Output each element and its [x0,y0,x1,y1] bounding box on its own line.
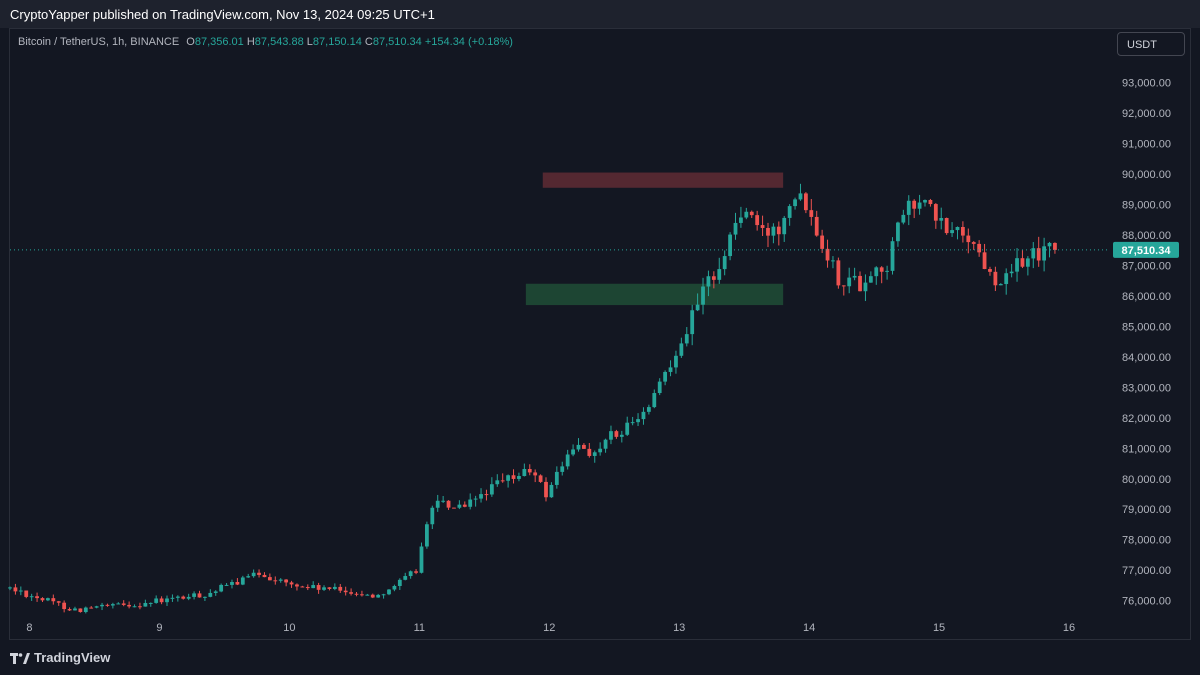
symbol-label: Bitcoin / TetherUS, 1h, BINANCE [18,36,180,48]
publisher-header: CryptoYapper published on TradingView.co… [0,0,1200,28]
tradingview-logo: TradingView [10,650,110,665]
currency-button[interactable]: USDT [1117,32,1185,56]
change-value: +154.34 (+0.18%) [424,36,513,48]
chart-frame [9,28,1191,640]
tradingview-logo-icon [10,652,30,664]
open-value: 87,356.01 [194,36,244,48]
footer [0,641,1200,675]
tradingview-brand: TradingView [34,650,111,665]
open-label: O [186,36,195,48]
close-value: 87,510.34 [372,36,422,48]
low-value: 87,150.14 [312,36,362,48]
low-label: L [306,36,313,48]
high-label: H [246,36,255,48]
publisher-text: CryptoYapper published on TradingView.co… [10,7,435,22]
close-label: C [364,36,373,48]
high-value: 87,543.88 [254,36,304,48]
chart-legend: Bitcoin / TetherUS, 1h, BINANCE O87,356.… [18,36,513,48]
